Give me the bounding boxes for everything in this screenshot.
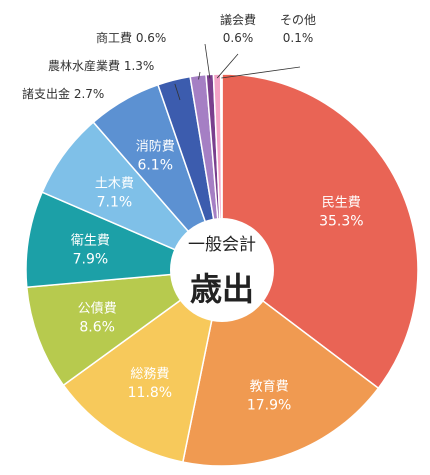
slice-name-label: 教育費: [250, 379, 289, 395]
slice-name-label: 民生費: [322, 196, 361, 211]
leader-line: [198, 71, 201, 80]
leader-line: [174, 83, 181, 101]
outside-label: 諸支出金 2.7%: [22, 86, 104, 101]
center-disc: [170, 218, 274, 322]
outside-value-label: 0.1%: [283, 31, 314, 45]
slice-value-label: 8.6%: [79, 320, 115, 336]
pie-slice: [62, 268, 224, 463]
slice-name-label: 衛生費: [71, 234, 110, 249]
leader-line: [204, 43, 211, 79]
outside-name-label: 議会費: [220, 12, 256, 27]
leader-line: [216, 53, 239, 79]
outside-label: 農林水産業費 1.3%: [48, 58, 154, 73]
pie-slice: [221, 73, 419, 390]
slice-name-label: 土木費: [95, 176, 134, 191]
slice-name-label: 消防費: [136, 139, 175, 155]
slice-value-label: 7.1%: [97, 194, 133, 210]
center-main: 歳出: [190, 270, 254, 308]
pie-slice: [25, 269, 225, 387]
outside-label: 商工費 0.6%: [96, 30, 166, 45]
slice-value-label: 11.8%: [128, 385, 172, 401]
slice-name-label: 公債費: [78, 302, 117, 317]
slice-value-label: 7.9%: [73, 252, 109, 268]
slice-value-label: 6.1%: [137, 158, 173, 174]
slice-value-label: 35.3%: [319, 214, 363, 230]
slice-value-label: 17.9%: [247, 398, 291, 414]
slice-name-label: 総務費: [130, 367, 169, 382]
outside-value-label: 0.6%: [223, 31, 254, 45]
center-title: 一般会計: [188, 235, 256, 255]
outside-name-label: その他: [280, 13, 316, 27]
leader-line: [221, 66, 301, 79]
